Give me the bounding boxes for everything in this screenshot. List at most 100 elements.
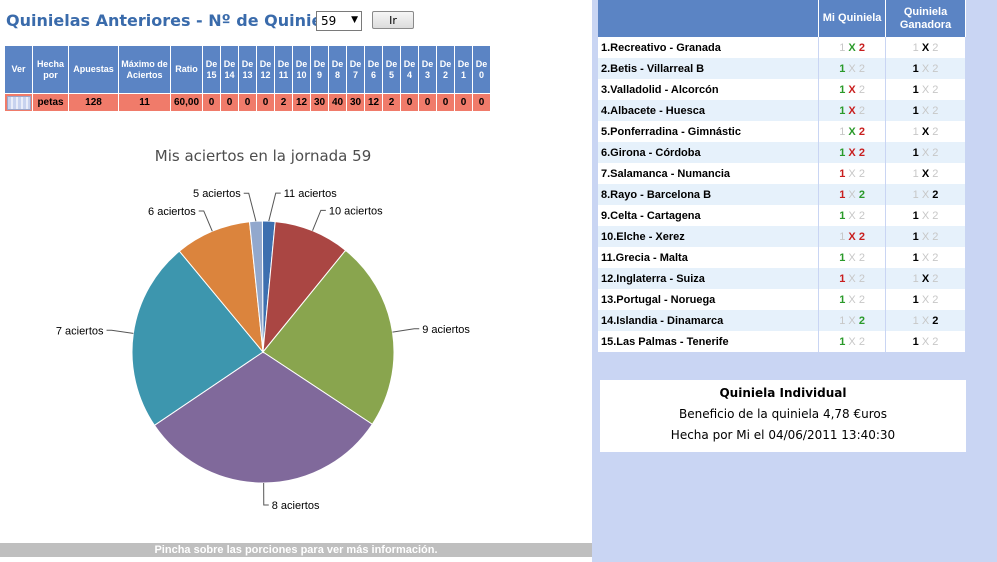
my-pick: 1 X 2 [818, 331, 887, 352]
page-title-row: Quinielas Anteriores - Nº de Quiniela [6, 9, 339, 31]
winning-pick-sign: 1 [912, 41, 919, 54]
winning-pick-sign: 1 [912, 125, 919, 138]
stats-cell: 40 [328, 93, 347, 112]
quiniela-select-value: 59 [321, 14, 337, 28]
stats-header-cell: De 8 [328, 45, 347, 94]
quiniela-select[interactable]: 59 ▼ [316, 11, 362, 31]
winning-pick-sign: X [921, 314, 930, 327]
winning-pick-sign: 2 [932, 125, 939, 138]
winning-pick: 1 X 2 [885, 121, 966, 142]
my-pick-sign: X [848, 125, 856, 138]
stats-header-cell: De 15 [202, 45, 221, 94]
go-button[interactable]: Ir [372, 11, 414, 29]
my-pick: 1 X 2 [818, 310, 887, 331]
stats-cell: 128 [68, 93, 119, 112]
summary-benefit: Beneficio de la quiniela 4,78 €uros [679, 407, 887, 421]
stats-cell: 0 [256, 93, 275, 112]
stats-data-row: petas 128 11 60,00 0 0 0 0 2 12 30 40 30 12 2 0 0 0 0 0 [4, 93, 491, 112]
pie-connector [392, 328, 420, 333]
pie-slice[interactable] [131, 250, 264, 427]
my-pick: 1 X 2 [818, 121, 887, 142]
my-pick: 1 X 2 [818, 289, 887, 310]
match-name: 10.Elche - Xerez [598, 226, 820, 247]
winning-pick-sign: X [921, 62, 930, 75]
pie-connector [312, 209, 326, 231]
winning-pick-sign: X [921, 251, 930, 264]
winning-pick-sign: 1 [912, 104, 919, 117]
my-pick-sign: 1 [839, 41, 846, 54]
my-pick: 1 X 2 [818, 58, 887, 79]
my-pick: 1 X 2 [818, 226, 887, 247]
my-pick-sign: 1 [839, 146, 846, 159]
stats-header-row: Ver Hecha por Apuestas Máximo de Aciertos Ra… [4, 45, 491, 94]
pie-slice[interactable] [262, 249, 395, 425]
stats-header-cell: De 13 [238, 45, 257, 94]
winning-pick-sign: X [921, 293, 930, 306]
pie-label: 10 aciertos [329, 205, 383, 217]
winning-pick: 1 X 2 [885, 289, 966, 310]
pie-slice[interactable] [262, 221, 347, 354]
stats-cell: 30 [346, 93, 365, 112]
my-pick-sign: 2 [858, 293, 865, 306]
my-pick-sign: 1 [839, 314, 846, 327]
view-cell[interactable] [4, 93, 33, 112]
winning-pick: 1 X 2 [885, 163, 966, 184]
winning-pick-sign: X [921, 167, 930, 180]
my-pick: 1 X 2 [818, 205, 887, 226]
my-pick: 1 X 2 [818, 37, 887, 58]
results-header-match [598, 0, 820, 37]
stats-header-cell: De 7 [346, 45, 365, 94]
stats-header-cell: De 5 [382, 45, 401, 94]
winning-pick-sign: 1 [912, 293, 919, 306]
pie-connector [106, 329, 134, 334]
winning-pick-sign: 2 [932, 251, 939, 264]
my-pick-sign: 1 [839, 230, 846, 243]
results-header-winner: Quiniela Ganadora [885, 0, 966, 37]
stats-cell: 11 [118, 93, 171, 112]
winning-pick: 1 X 2 [885, 142, 966, 163]
my-pick-sign: X [848, 335, 856, 348]
winning-pick-sign: X [921, 335, 930, 348]
view-quiniela-icon[interactable] [6, 95, 31, 110]
winning-pick: 1 X 2 [885, 268, 966, 289]
stats-cell: 12 [292, 93, 311, 112]
winning-pick: 1 X 2 [885, 58, 966, 79]
winning-pick-sign: 1 [912, 335, 919, 348]
winning-pick-sign: 1 [912, 62, 919, 75]
pie-connector [268, 192, 281, 222]
my-pick-sign: X [848, 146, 856, 159]
my-pick-sign: 2 [858, 146, 865, 159]
my-pick: 1 X 2 [818, 163, 887, 184]
winning-pick: 1 X 2 [885, 184, 966, 205]
summary-made-by: Hecha por Mi el 04/06/2011 13:40:30 [670, 428, 896, 442]
pie-slice[interactable] [153, 351, 373, 484]
stats-cell: 2 [382, 93, 401, 112]
pie-slice[interactable] [178, 221, 264, 354]
chart-title: Mis aciertos en la jornada 59 [155, 147, 371, 165]
winning-pick-sign: 2 [932, 314, 939, 327]
stats-header-cell: De 0 [472, 45, 491, 94]
winning-pick: 1 X 2 [885, 226, 966, 247]
stats-cell: 30 [310, 93, 329, 112]
winning-pick: 1 X 2 [885, 205, 966, 226]
stats-header-cell: De 14 [220, 45, 239, 94]
results-table: Mi Quiniela Quiniela Ganadora 1.Recreati… [598, 0, 966, 352]
results-header-my: Mi Quiniela [818, 0, 887, 37]
summary-title: Quiniela Individual [719, 386, 847, 400]
winning-pick-sign: X [921, 125, 930, 138]
my-pick-sign: 2 [858, 209, 865, 222]
stats-header-cell: De 9 [310, 45, 329, 94]
winning-pick-sign: 1 [912, 251, 919, 264]
stats-header-cell: De 1 [454, 45, 473, 94]
pie-chart[interactable]: Mis aciertos en la jornada 59 11 aciertos… [0, 140, 592, 540]
winning-pick-sign: 1 [912, 209, 919, 222]
my-pick-sign: 1 [839, 293, 846, 306]
results-header-row: Mi Quiniela Quiniela Ganadora [598, 0, 966, 37]
